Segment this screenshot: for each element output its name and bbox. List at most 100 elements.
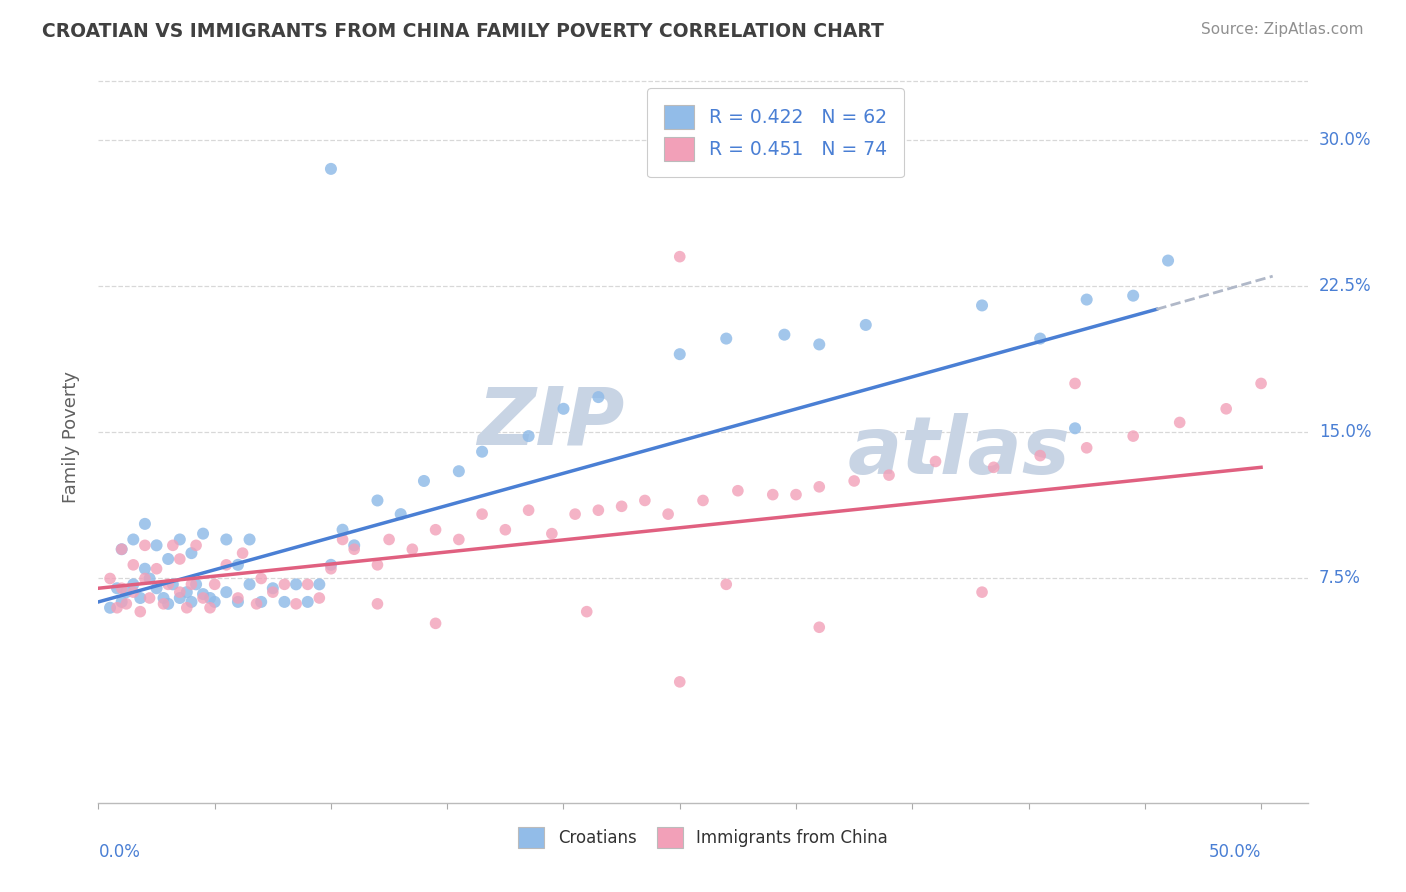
- Point: [98, 600, 121, 615]
- Point: [191, 587, 214, 601]
- Point: [111, 581, 134, 595]
- Point: [134, 516, 156, 531]
- Point: [111, 595, 134, 609]
- Point: [145, 581, 167, 595]
- Point: [1215, 401, 1237, 416]
- Point: [855, 318, 877, 332]
- Point: [1029, 449, 1052, 463]
- Point: [564, 507, 586, 521]
- Point: [762, 488, 785, 502]
- Point: [575, 605, 598, 619]
- Point: [1122, 288, 1144, 302]
- Point: [1250, 376, 1272, 391]
- Point: [668, 347, 690, 361]
- Point: [588, 503, 610, 517]
- Point: [1029, 332, 1052, 346]
- Point: [668, 674, 690, 689]
- Point: [176, 600, 198, 615]
- Point: [1122, 429, 1144, 443]
- Point: [924, 454, 946, 468]
- Point: [716, 332, 738, 346]
- Text: Source: ZipAtlas.com: Source: ZipAtlas.com: [1201, 22, 1364, 37]
- Point: [1076, 293, 1098, 307]
- Text: 15.0%: 15.0%: [1319, 423, 1371, 442]
- Text: 7.5%: 7.5%: [1319, 569, 1361, 588]
- Point: [215, 558, 238, 572]
- Point: [245, 597, 267, 611]
- Point: [239, 533, 262, 547]
- Point: [1064, 376, 1087, 391]
- Point: [343, 542, 366, 557]
- Point: [285, 577, 308, 591]
- Point: [692, 493, 714, 508]
- Point: [332, 523, 354, 537]
- Point: [262, 585, 284, 599]
- Text: 0.0%: 0.0%: [98, 843, 141, 861]
- Point: [191, 591, 214, 605]
- Point: [447, 464, 470, 478]
- Point: [634, 493, 657, 508]
- Point: [204, 577, 226, 591]
- Point: [389, 507, 412, 521]
- Point: [332, 533, 354, 547]
- Point: [273, 595, 295, 609]
- Point: [319, 562, 342, 576]
- Point: [122, 585, 145, 599]
- Point: [176, 585, 198, 599]
- Point: [180, 546, 202, 560]
- Point: [169, 585, 191, 599]
- Point: [226, 591, 249, 605]
- Point: [401, 542, 423, 557]
- Point: [366, 597, 388, 611]
- Point: [122, 533, 145, 547]
- Point: [169, 533, 191, 547]
- Point: [226, 595, 249, 609]
- Point: [983, 460, 1005, 475]
- Point: [378, 533, 401, 547]
- Point: [808, 337, 831, 351]
- Point: [204, 595, 226, 609]
- Point: [145, 538, 167, 552]
- Point: [1064, 421, 1087, 435]
- Point: [115, 597, 138, 611]
- Point: [716, 577, 738, 591]
- Point: [297, 595, 319, 609]
- Point: [184, 577, 207, 591]
- Point: [366, 558, 388, 572]
- Point: [111, 542, 134, 557]
- Point: [145, 562, 167, 576]
- Point: [517, 503, 540, 517]
- Point: [319, 558, 342, 572]
- Point: [970, 298, 993, 312]
- Text: atlas: atlas: [848, 413, 1071, 491]
- Text: 22.5%: 22.5%: [1319, 277, 1371, 295]
- Point: [343, 538, 366, 552]
- Point: [180, 595, 202, 609]
- Point: [162, 577, 184, 591]
- Point: [198, 600, 221, 615]
- Point: [134, 572, 156, 586]
- Y-axis label: Family Poverty: Family Poverty: [62, 371, 80, 503]
- Point: [129, 605, 152, 619]
- Point: [425, 616, 447, 631]
- Point: [808, 620, 831, 634]
- Point: [727, 483, 749, 498]
- Point: [250, 595, 273, 609]
- Point: [138, 591, 160, 605]
- Point: [425, 523, 447, 537]
- Point: [115, 585, 138, 599]
- Point: [215, 585, 238, 599]
- Point: [785, 488, 807, 502]
- Point: [262, 581, 284, 595]
- Point: [319, 161, 342, 176]
- Point: [152, 597, 174, 611]
- Point: [413, 474, 436, 488]
- Point: [844, 474, 866, 488]
- Point: [471, 507, 494, 521]
- Point: [105, 581, 128, 595]
- Point: [129, 591, 152, 605]
- Legend: Croatians, Immigrants from China: Croatians, Immigrants from China: [509, 819, 897, 856]
- Point: [152, 591, 174, 605]
- Point: [122, 558, 145, 572]
- Point: [180, 577, 202, 591]
